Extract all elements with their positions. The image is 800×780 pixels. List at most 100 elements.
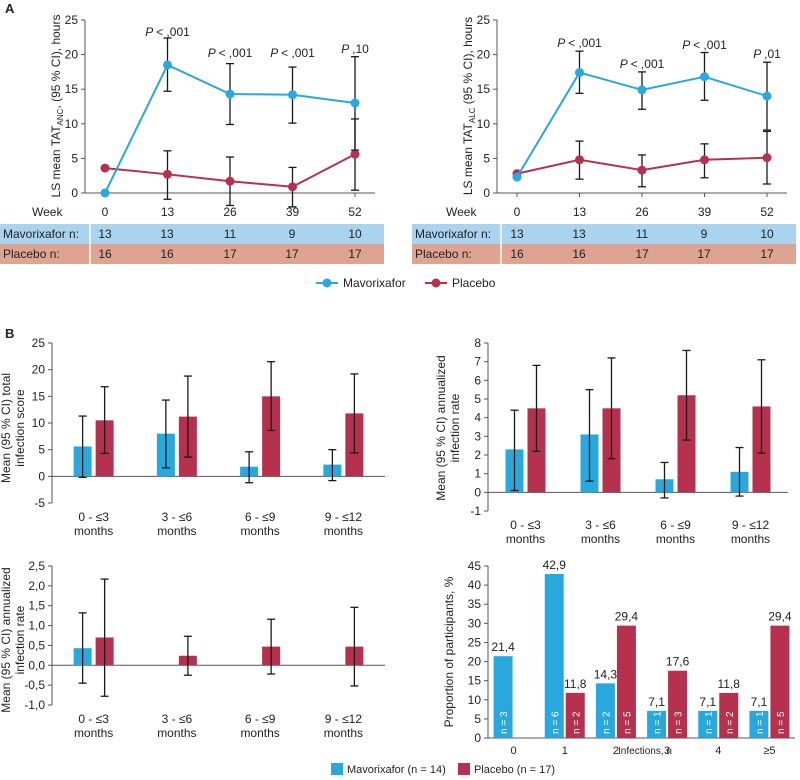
- alc-pla-n-4: 17: [760, 247, 774, 261]
- y-tick-label: 2,5: [28, 559, 45, 573]
- mav-row-bg: [412, 224, 796, 244]
- y-tick-label: -1,0: [24, 698, 45, 712]
- y-tick-label: 15: [32, 389, 46, 403]
- legend-pla-marker: [431, 278, 441, 288]
- y-axis-label: LS mean TATALC (95 % CI), hours: [461, 17, 477, 195]
- alc-pla-n-3: 17: [697, 247, 711, 261]
- anc-pla-n-3: 17: [285, 247, 299, 261]
- data-label: 14,3: [594, 667, 618, 681]
- x-tick-label: 39: [698, 205, 712, 219]
- x-tick-label: 2: [613, 745, 619, 757]
- data-point: [700, 155, 709, 165]
- data-point: [700, 72, 709, 82]
- x-tick-label: 0 - ≤3 months: [74, 510, 113, 538]
- y-tick-label: 5: [71, 151, 78, 165]
- n-table-alc: Mavorixafor n: Placebo n: 13 13 11 9 10 …: [412, 224, 796, 264]
- data-point: [350, 98, 360, 108]
- bar-mavorixafor: [595, 683, 615, 738]
- pla-row-label: Placebo n:: [3, 247, 60, 261]
- bar-mavorixafor: [647, 710, 667, 738]
- y-tick-label: 10: [477, 117, 491, 131]
- x-tick-label: 0 - ≤3 months: [506, 518, 545, 546]
- anc-pla-n-0: 16: [98, 247, 112, 261]
- anc-y-axis: 0 5 10 15 20 25: [65, 13, 86, 200]
- y-axis-label: Proportion of participants, %: [442, 576, 456, 727]
- alc-mav-n-1: 13: [572, 227, 586, 241]
- p-value-annotation: P < ,001: [208, 46, 253, 60]
- y-tick-label: 0,5: [28, 638, 45, 652]
- alc-mav-n-3: 9: [701, 227, 708, 241]
- legend-mav-label: Mavorixafor: [343, 276, 406, 290]
- bar-mavorixafor: [749, 710, 769, 738]
- x-tick-label: 26: [223, 205, 237, 219]
- bar-placebo: [770, 625, 790, 738]
- x-tick-label: 9 - ≤12 months: [731, 518, 770, 546]
- p-value-annotation: P < ,001: [557, 36, 602, 50]
- x-tick-label: 3: [664, 745, 670, 757]
- anc-mav-n-4: 10: [348, 227, 362, 241]
- p-value-annotation: P < ,001: [145, 25, 190, 39]
- legend-b-pla-swatch: [458, 763, 470, 775]
- y-tick-label: 5: [474, 392, 481, 406]
- y-axis-label: Mean (95 % CI) totalinfection score: [0, 373, 27, 483]
- score-y-axis: -5 0 5 10 15 20 25: [32, 336, 53, 510]
- x-tick-label: 39: [286, 205, 300, 219]
- panel-b-label: B: [5, 326, 14, 341]
- series-mavorixafor: [100, 37, 360, 198]
- series-placebo: [100, 118, 360, 208]
- y-tick-label: 15: [468, 674, 482, 688]
- y-tick-label: 0: [71, 186, 78, 200]
- y-tick-label: 0: [483, 186, 490, 200]
- bar-mavorixafor: [493, 656, 513, 738]
- alc-mav-n-0: 13: [510, 227, 524, 241]
- y-tick-label: 4: [474, 411, 481, 425]
- data-point: [225, 89, 235, 99]
- data-point: [225, 176, 235, 186]
- series-placebo: [512, 130, 772, 188]
- p-value-annotation: P ,01: [753, 47, 781, 61]
- y-tick-label: 2: [474, 448, 481, 462]
- panel-a-label: A: [5, 1, 15, 16]
- data-label: 7,1: [648, 695, 665, 709]
- anc-pla-n-2: 17: [223, 247, 237, 261]
- y-tick-label: 25: [65, 13, 79, 27]
- data-point: [575, 155, 584, 165]
- n-table-anc: Mavorixafor n: Placebo n: 13 13 11 9 10 …: [0, 224, 384, 264]
- bar-mavorixafor: [544, 574, 564, 738]
- y-tick-label: 25: [468, 635, 482, 649]
- pla-row-bg: [412, 244, 796, 264]
- y-tick-label: 5: [38, 443, 45, 457]
- bar-placebo: [262, 396, 281, 477]
- x-tick-label: 3 - ≤6 months: [157, 510, 196, 538]
- data-label: 17,6: [666, 655, 690, 669]
- y-tick-label: 5: [483, 151, 490, 165]
- x-tick-label: 0 - ≤3 months: [74, 712, 113, 740]
- y-tick-label: 20: [65, 48, 79, 62]
- legend-b-mav-label: Mavorixafor (n = 14): [347, 764, 446, 776]
- data-label: 29,4: [615, 610, 639, 624]
- anc-mav-n-1: 13: [160, 227, 174, 241]
- x-tick-label: 4: [715, 745, 721, 757]
- y-tick-label: 20: [468, 655, 482, 669]
- x-tick-label: 0: [514, 205, 521, 219]
- chart-rate2: 0 - ≤3 months 3 - ≤6 months 6 - ≤9 months 9 - …: [0, 567, 385, 740]
- bar-n-label: n = 2: [601, 711, 612, 734]
- x-tick-label: 52: [760, 205, 774, 219]
- y-tick-label: -1: [470, 504, 481, 518]
- p-value-annotation: P ,10: [341, 42, 369, 56]
- anc-mav-n-0: 13: [98, 227, 112, 241]
- chart-alc: 0 13 26 39 52 LS mean TATALC (95 % CI), hours…: [461, 17, 787, 219]
- alc-mav-n-2: 11: [636, 227, 649, 241]
- y-tick-label: 25: [32, 336, 46, 350]
- week-label-alc: Week: [446, 205, 477, 219]
- x-tick-label: 0: [511, 745, 517, 757]
- pla-row-bg: [0, 244, 384, 264]
- rate2-y-axis: -1,0 -0,5 0,0 0,5 1,0 1,5 2,0 2,5: [24, 559, 53, 712]
- rate1-y-axis: -1 0 1 2 3 4 5 6 7 8: [470, 336, 489, 518]
- x-tick-label: 9 - ≤12 months: [324, 510, 363, 538]
- bar-n-label: n = 3: [499, 711, 510, 734]
- alc-pla-n-0: 16: [510, 247, 524, 261]
- y-tick-label: 5: [474, 712, 481, 726]
- data-label: 11,8: [718, 677, 741, 691]
